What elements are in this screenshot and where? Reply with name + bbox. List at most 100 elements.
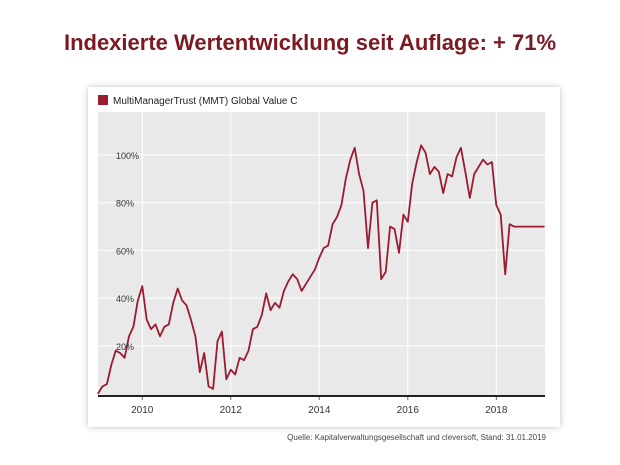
data-point-0-61	[367, 247, 369, 249]
data-point-0-89	[491, 161, 493, 163]
source-note: Quelle: Kapitalverwaltungsgesellschaft u…	[287, 433, 546, 442]
data-point-0-49	[314, 268, 316, 271]
chart-frame: MultiManagerTrust (MMT) Global Value C 2…	[88, 87, 560, 427]
data-point-0-41	[278, 307, 281, 309]
data-point-0-35	[252, 328, 254, 330]
data-point-0-34	[247, 350, 250, 352]
data-point-0-64	[380, 278, 382, 280]
data-point-0-28	[221, 331, 223, 333]
data-point-0-37	[261, 314, 263, 316]
data-point-0-70	[407, 221, 409, 223]
data-point-0-97	[526, 226, 528, 228]
data-point-0-55	[340, 204, 342, 206]
data-point-0-52	[327, 245, 329, 247]
data-point-0-9	[137, 299, 139, 302]
data-point-0-48	[309, 276, 311, 278]
y-tick-label-2: 60%	[116, 246, 134, 256]
y-tick-label-1: 40%	[116, 294, 134, 304]
data-point-0-93	[509, 223, 511, 225]
data-point-0-99	[535, 226, 537, 228]
data-point-0-100	[540, 226, 542, 228]
y-tick-label-3: 80%	[116, 199, 134, 209]
performance-line-chart: MultiManagerTrust (MMT) Global Value C 2…	[97, 95, 545, 416]
data-point-0-7	[128, 335, 130, 337]
data-point-0-45	[296, 278, 298, 280]
data-point-0-79	[447, 173, 449, 175]
data-point-0-20	[185, 304, 188, 306]
data-point-0-11	[146, 319, 148, 321]
data-point-0-13	[154, 323, 157, 325]
axes: 20% 40% 60% 80% 100% 2010 2012 2014 2016 2018	[98, 151, 545, 416]
data-point-0-30	[230, 369, 232, 371]
x-tick-label-1: 2012	[220, 405, 243, 416]
data-point-0-68	[398, 252, 400, 254]
data-point-0-81	[455, 156, 458, 158]
data-point-0-29	[225, 378, 227, 380]
data-point-0-26	[212, 388, 214, 390]
legend-label-0: MultiManagerTrust (MMT) Global Value C	[113, 96, 298, 107]
y-tick-label-4: 100%	[116, 151, 139, 161]
data-point-0-22	[194, 335, 196, 337]
data-point-0-6	[124, 357, 126, 359]
data-point-0-84	[469, 197, 471, 199]
data-point-0-58	[354, 147, 356, 149]
data-point-0-38	[265, 292, 267, 294]
data-point-0-95	[517, 226, 519, 228]
data-point-0-90	[495, 204, 497, 206]
data-point-0-69	[402, 214, 404, 216]
data-point-0-71	[411, 183, 413, 185]
data-point-0-62	[371, 202, 373, 204]
data-point-0-57	[349, 159, 351, 161]
data-point-0-65	[385, 271, 387, 273]
data-point-0-96	[522, 226, 524, 228]
data-point-0-31	[234, 373, 236, 376]
data-point-0-59	[358, 173, 360, 175]
data-point-0-83	[464, 171, 466, 173]
data-point-0-24	[203, 352, 205, 354]
data-point-0-53	[332, 223, 334, 225]
data-point-0-2	[106, 383, 108, 385]
data-point-0-82	[460, 147, 462, 149]
data-point-0-47	[305, 283, 307, 285]
data-point-0-87	[482, 159, 484, 161]
data-point-0-101	[543, 226, 545, 228]
data-point-0-19	[181, 299, 183, 302]
data-point-0-4	[115, 350, 117, 352]
data-point-0-66	[389, 226, 391, 228]
data-point-0-72	[416, 161, 418, 163]
data-point-0-17	[172, 302, 174, 304]
data-point-0-23	[199, 371, 201, 373]
chart-legend: MultiManagerTrust (MMT) Global Value C	[98, 95, 298, 107]
legend-swatch-0	[98, 95, 108, 105]
data-point-0-39	[270, 309, 272, 311]
data-point-0-51	[323, 247, 325, 249]
data-point-0-46	[301, 290, 303, 292]
page-headline: Indexierte Wertentwicklung seit Auflage:…	[63, 30, 557, 55]
data-point-0-3	[110, 364, 112, 366]
data-point-0-91	[500, 214, 502, 216]
data-point-0-76	[433, 166, 435, 168]
data-point-0-88	[486, 163, 489, 166]
data-point-0-80	[451, 175, 453, 177]
data-point-0-74	[424, 152, 427, 154]
data-point-0-78	[442, 192, 444, 194]
data-point-0-50	[318, 257, 320, 259]
data-point-0-25	[208, 385, 210, 388]
data-point-0-54	[336, 216, 338, 218]
data-point-0-94	[513, 226, 515, 228]
data-point-0-21	[190, 319, 192, 321]
data-point-0-63	[376, 199, 378, 201]
data-point-0-12	[150, 328, 152, 330]
data-point-0-14	[159, 335, 161, 337]
grid-lines	[98, 112, 545, 396]
data-point-0-92	[504, 273, 506, 275]
data-point-0-8	[132, 326, 134, 328]
data-point-0-56	[345, 178, 347, 180]
data-point-0-77	[438, 171, 440, 173]
data-point-0-67	[393, 228, 396, 230]
data-point-0-42	[283, 290, 285, 292]
data-point-0-10	[141, 285, 143, 287]
data-point-0-60	[362, 190, 365, 192]
data-point-0-27	[216, 340, 219, 342]
data-point-0-16	[168, 323, 170, 325]
